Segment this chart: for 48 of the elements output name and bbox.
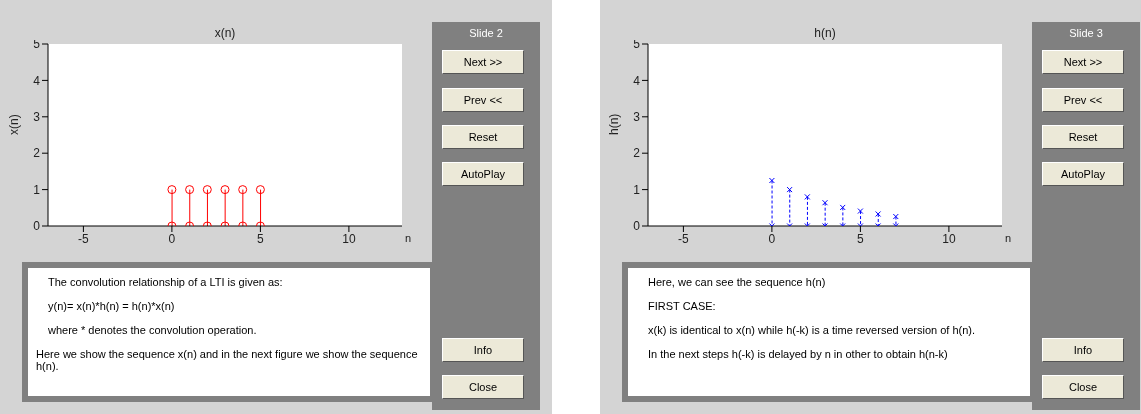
y-tick-label: 1 bbox=[633, 182, 641, 197]
text: FIRST CASE: bbox=[647, 300, 717, 312]
text: x(k) is identical to x(n) while h(-k) is a time reversed version of h(n). bbox=[647, 324, 977, 336]
text: Next >> bbox=[442, 50, 524, 74]
text: Reset bbox=[442, 125, 524, 149]
x-tick-label: -5 bbox=[678, 231, 690, 246]
y-tick-label: 0 bbox=[633, 219, 641, 234]
text: Prev << bbox=[1042, 88, 1124, 112]
text: In the next steps h(-k) is delayed by n in other to obtain h(n-k) bbox=[647, 348, 949, 360]
text: Info bbox=[442, 338, 524, 362]
y-tick-label: 1 bbox=[33, 182, 41, 197]
text: The convolution relationship of a LTI is given as: bbox=[47, 276, 284, 288]
text: Prev << bbox=[442, 88, 524, 112]
text: y(n)= x(n)*h(n) = h(n)*x(n) bbox=[47, 300, 176, 312]
chart-title: x(n) bbox=[213, 26, 237, 40]
y-axis-title: h(n) bbox=[607, 113, 622, 135]
x-tick-label: 0 bbox=[768, 231, 776, 246]
x-tick-label: 0 bbox=[168, 231, 176, 246]
y-tick-label: 4 bbox=[633, 73, 641, 88]
text: AutoPlay bbox=[1042, 162, 1124, 186]
text: Info bbox=[1042, 338, 1124, 362]
text: Reset bbox=[1042, 125, 1124, 149]
y-tick-label: 2 bbox=[633, 146, 641, 161]
y-axis-title: x(n) bbox=[7, 114, 22, 135]
y-tick-label: 2 bbox=[33, 146, 41, 161]
x-tick-label: 10 bbox=[942, 231, 956, 246]
x-tick-label: 10 bbox=[342, 231, 356, 246]
y-tick-label: 4 bbox=[33, 73, 41, 88]
x-axis-title: n bbox=[1005, 232, 1012, 244]
x-tick-label: 5 bbox=[257, 231, 265, 246]
x-tick-label: 5 bbox=[857, 231, 865, 246]
text: Slide 3 bbox=[1068, 27, 1104, 39]
chart-title: h(n) bbox=[813, 26, 837, 40]
y-tick-label: 3 bbox=[633, 110, 641, 125]
y-tick-label: 5 bbox=[633, 37, 641, 52]
text: Close bbox=[442, 375, 524, 399]
text: where * denotes the convolution operation. bbox=[47, 324, 258, 336]
x-axis-title: n bbox=[405, 232, 412, 244]
text: Here, we can see the sequence h(n) bbox=[647, 276, 827, 288]
text: Next >> bbox=[1042, 50, 1124, 74]
text: Close bbox=[1042, 375, 1124, 399]
y-tick-label: 3 bbox=[33, 110, 41, 125]
text: Slide 2 bbox=[468, 27, 504, 39]
y-tick-label: 5 bbox=[33, 37, 41, 52]
text: AutoPlay bbox=[442, 162, 524, 186]
text: Here we show the sequence x(n) and in the next figure we show the sequence h(n). bbox=[35, 348, 419, 372]
y-tick-label: 0 bbox=[33, 219, 41, 234]
x-tick-label: -5 bbox=[78, 231, 90, 246]
